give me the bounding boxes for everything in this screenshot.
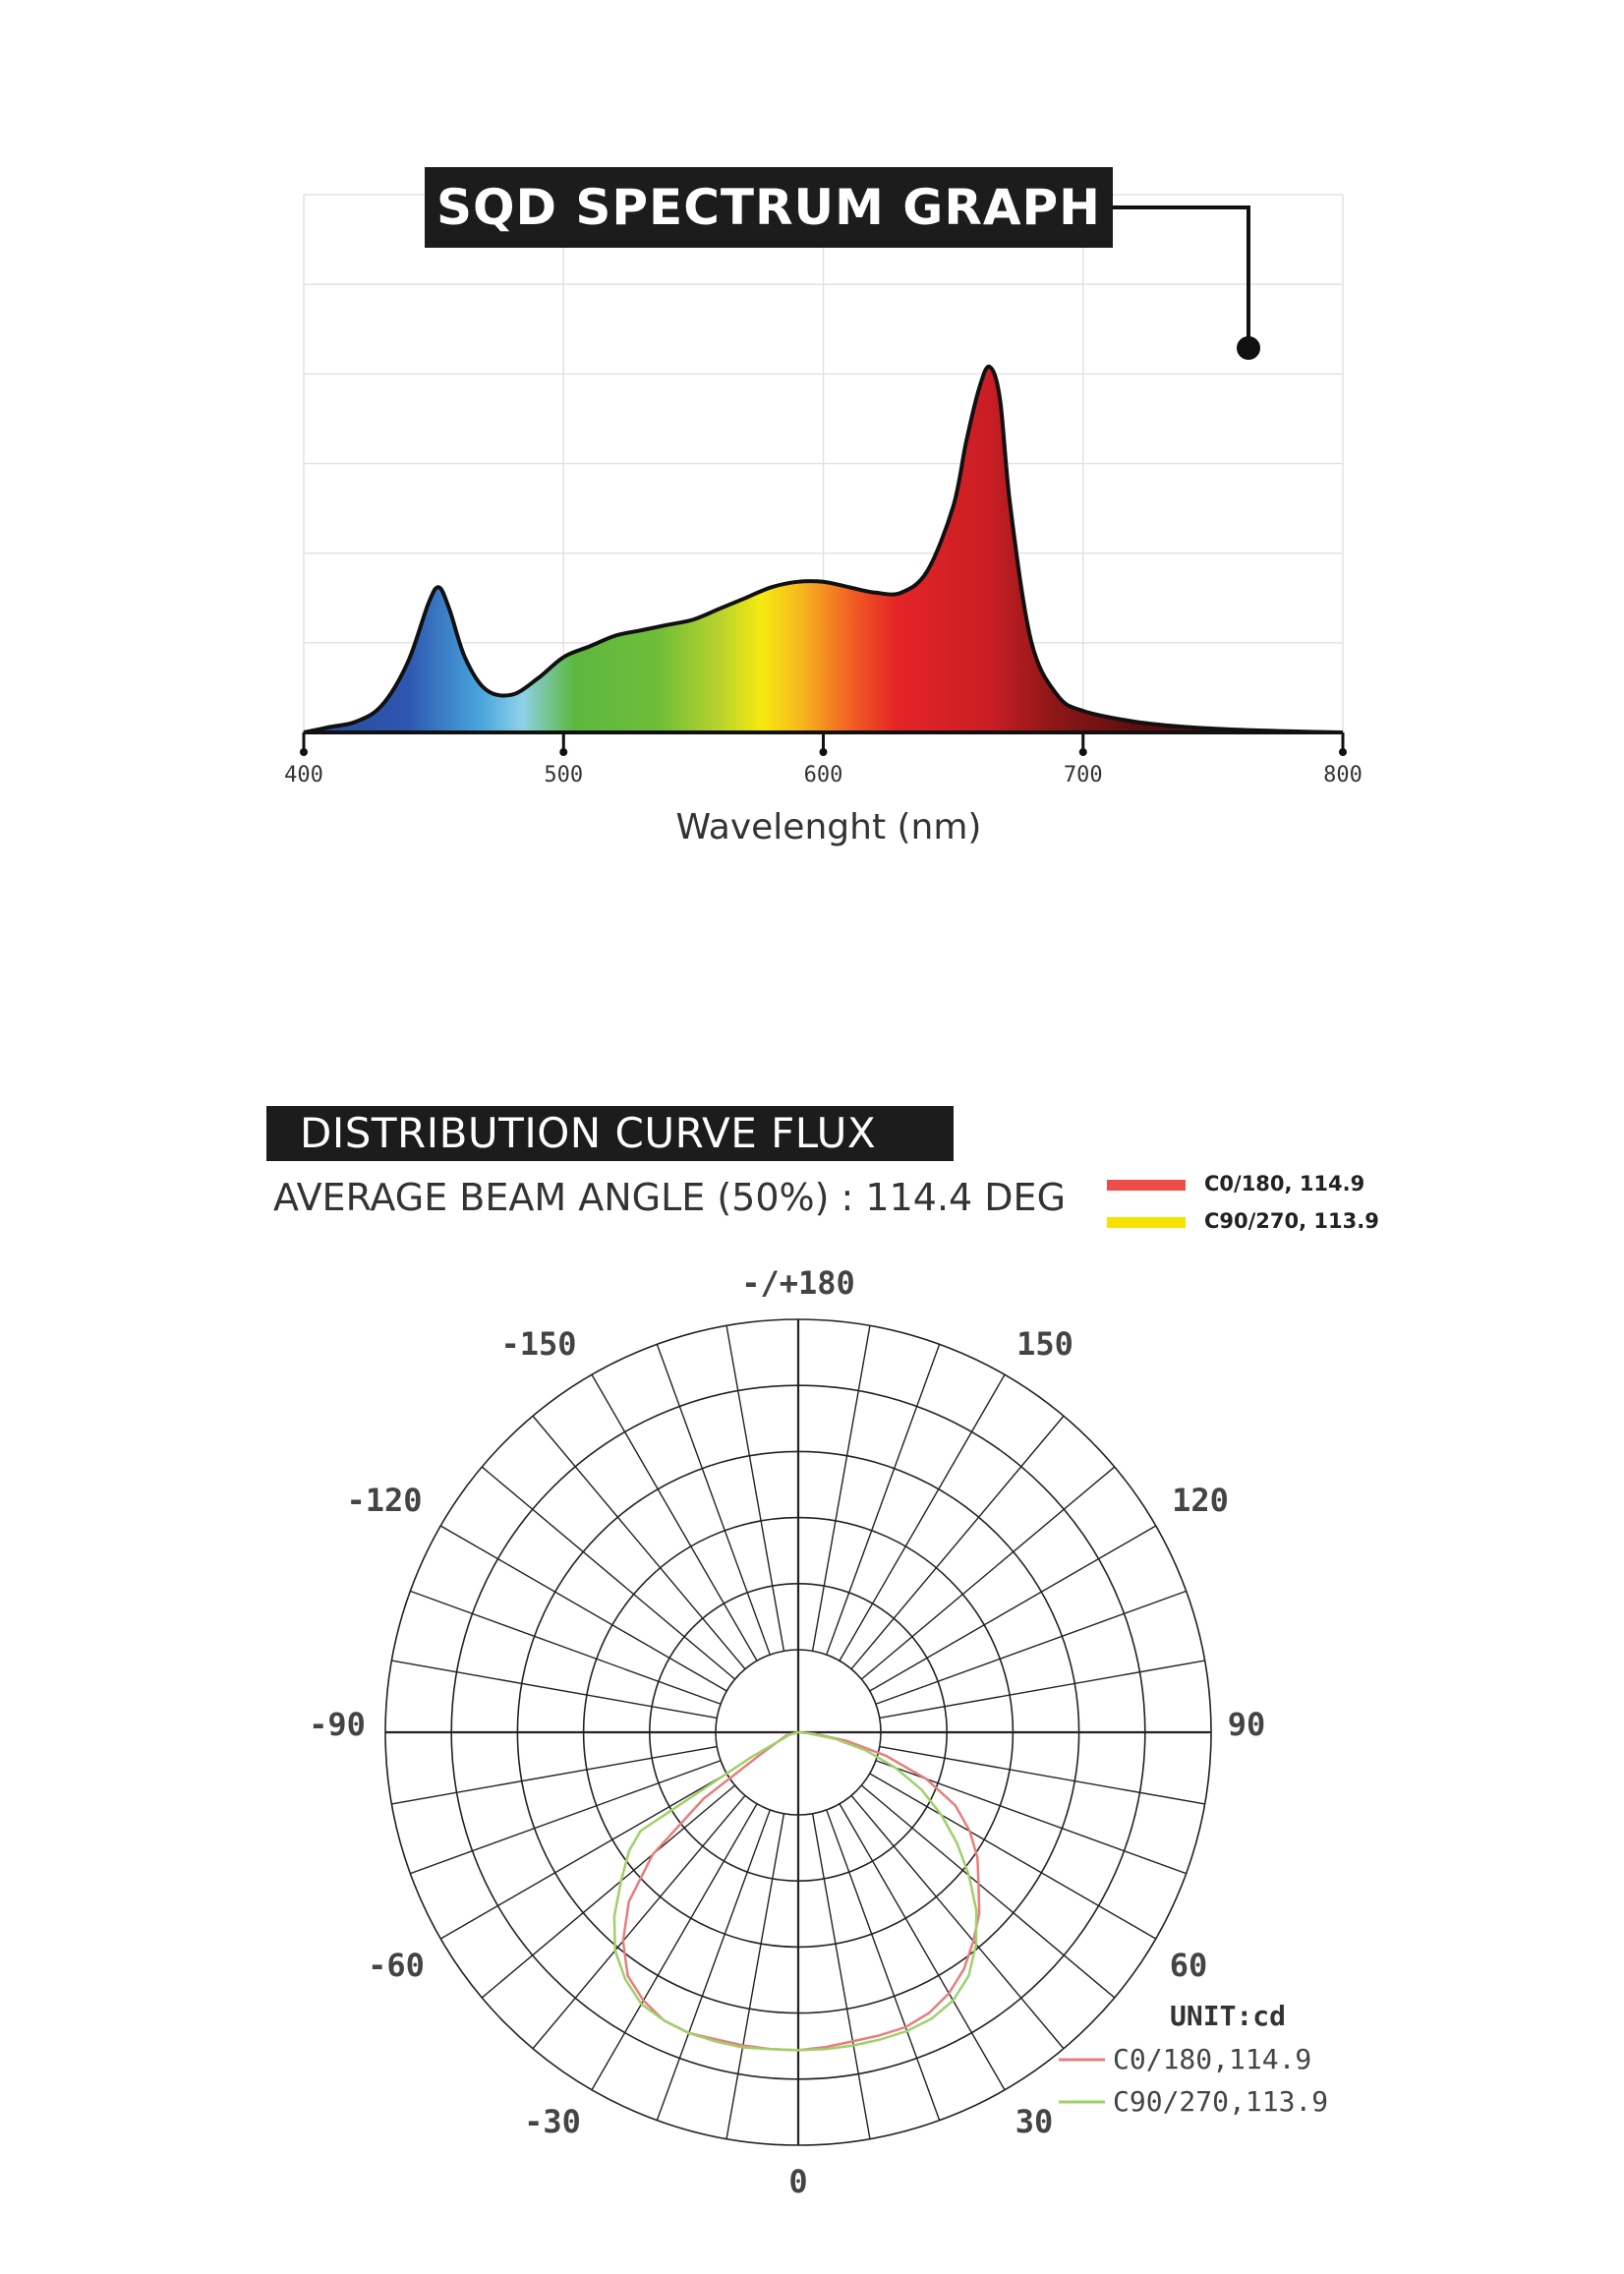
polar-spoke — [656, 1809, 771, 2121]
spectrum-tick-label: 600 — [804, 763, 843, 787]
polar-angle-label: 90 — [1228, 1706, 1266, 1743]
polar-spoke — [725, 1813, 785, 2139]
polar-spoke — [391, 1660, 718, 1720]
legend-c90-swatch — [1107, 1217, 1186, 1228]
polar-spoke — [879, 1745, 1205, 1805]
polar-spoke — [811, 1325, 871, 1652]
polar-spoke — [481, 1466, 736, 1680]
spectrum-x-axis-label: Wavelenght (nm) — [676, 807, 982, 847]
curve-c90-270 — [612, 1730, 978, 2052]
polar-spoke — [875, 1590, 1187, 1705]
spectrum-tick-label: 500 — [544, 763, 583, 787]
polar-spoke — [391, 1745, 718, 1805]
plot-legend-unit: UNIT:cd — [1170, 2000, 1286, 2032]
polar-angle-label: 60 — [1170, 1947, 1208, 1984]
title-connector — [1113, 205, 1260, 360]
polar-spoke — [860, 1466, 1116, 1680]
polar-spoke — [839, 1373, 1006, 1662]
spectrum-tick-dot — [1078, 748, 1087, 756]
polar-spoke — [656, 1344, 771, 1656]
plot-legend-c90-label: C90/270,113.9 — [1113, 2085, 1328, 2118]
polar-spoke — [850, 1794, 1065, 2050]
spectrum-curve — [303, 364, 1344, 734]
polar-angle-label: -30 — [524, 2103, 581, 2140]
polar-spoke — [591, 1803, 758, 2091]
polar-angle-label: -90 — [309, 1706, 366, 1743]
polar-spoke — [439, 1525, 727, 1692]
polar-grid — [384, 1318, 1212, 2146]
polar-angle-label: -120 — [346, 1482, 422, 1519]
polar-spoke — [725, 1325, 785, 1652]
spectrum-title: SQD SPECTRUM GRAPH — [425, 167, 1113, 248]
spectrum-tick-dot — [300, 748, 308, 756]
distribution-title: DISTRIBUTION CURVE FLUX — [266, 1106, 954, 1161]
polar-spoke — [532, 1794, 746, 2050]
polar-angle-label: 120 — [1172, 1482, 1229, 1519]
polar-angle-label: 0 — [788, 2163, 807, 2200]
polar-spoke — [869, 1773, 1157, 1940]
polar-spoke — [826, 1809, 941, 2121]
polar-angle-label: -150 — [500, 1325, 576, 1363]
polar-angle-labels: -/+180 -150 150 -120 120 -90 90 -60 60 -30 30 0 — [309, 1264, 1265, 2200]
polar-spoke — [869, 1525, 1157, 1692]
polar-spoke — [850, 1415, 1065, 1670]
spectrum-tick-label: 800 — [1323, 763, 1363, 787]
spectrum-tick-dot — [1339, 748, 1347, 756]
polar-spoke — [410, 1590, 722, 1705]
polar-spoke — [811, 1813, 871, 2139]
spectrum-x-ticks: 400 500 600 700 800 — [284, 732, 1363, 787]
polar-angle-label: 150 — [1016, 1325, 1073, 1363]
plot-legend-c0-label: C0/180,114.9 — [1113, 2043, 1311, 2075]
polar-spoke — [591, 1373, 758, 1662]
polar-spoke — [860, 1784, 1116, 1999]
legend-c0-swatch — [1107, 1180, 1186, 1191]
polar-spoke — [439, 1773, 727, 1940]
spectrum-tick-dot — [559, 748, 568, 756]
polar-spoke — [879, 1660, 1205, 1720]
legend-c90-label: C90/270, 113.9 — [1204, 1209, 1379, 1233]
polar-spoke — [410, 1760, 722, 1875]
legend-c0-label: C0/180, 114.9 — [1204, 1172, 1365, 1195]
average-beam-angle: AVERAGE BEAM ANGLE (50%) : 114.4 DEG — [273, 1176, 1067, 1219]
polar-spoke — [532, 1415, 746, 1670]
spectrum-tick-label: 400 — [284, 763, 323, 787]
polar-angle-label: -60 — [368, 1947, 425, 1984]
curve-c0-180 — [621, 1730, 981, 2052]
polar-angle-label: -/+180 — [741, 1264, 855, 1302]
spectrum-tick-label: 700 — [1064, 763, 1103, 787]
polar-spoke — [826, 1344, 941, 1656]
polar-angle-label: 30 — [1015, 2103, 1054, 2140]
polar-spoke — [839, 1803, 1006, 2091]
polar-spoke — [481, 1784, 736, 1999]
spectrum-tick-dot — [819, 748, 828, 756]
